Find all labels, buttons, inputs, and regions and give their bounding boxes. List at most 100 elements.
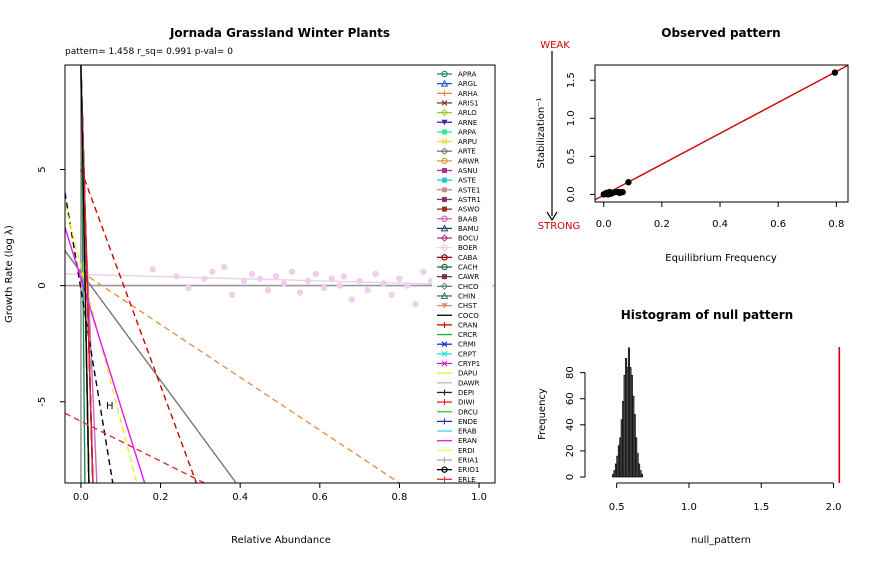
legend-marker-square <box>442 187 447 193</box>
legend-label: ARHA <box>458 90 478 98</box>
legend-item-argl: ARGL <box>437 79 477 88</box>
legend-label: CAWR <box>458 273 479 281</box>
legend-label: CHCO <box>458 283 479 291</box>
x-tick-label: 0.5 <box>609 502 625 513</box>
y-tick-label: 60 <box>565 392 576 405</box>
boer-point <box>248 270 256 278</box>
legend-label: ERIA1 <box>458 457 479 465</box>
y-tick-label: 40 <box>565 418 576 431</box>
y-tick-label: 20 <box>565 445 576 458</box>
boer-point <box>221 263 228 271</box>
panel2-x-label: Equilibrium Frequency <box>665 253 777 264</box>
legend-item-erio1: ERIO1 <box>437 466 479 474</box>
legend-marker-triangle-down <box>441 119 448 126</box>
observed-point <box>625 179 632 186</box>
panel-null-histogram: Histogram of null pattern Frequency 0.5 1… <box>537 308 841 546</box>
legend-label: CHST <box>458 302 478 310</box>
boer-point <box>280 280 288 287</box>
legend-item-dapu: DAPU <box>437 370 477 378</box>
weak-label: WEAK <box>540 40 570 51</box>
boer-point <box>412 300 419 308</box>
x-tick-label: 1.0 <box>471 492 487 503</box>
legend-item-arwr: ARWR <box>437 157 479 165</box>
legend-item-coco: COCO <box>437 312 479 320</box>
panel3-axes: 0.5 1.0 1.5 2.0 0 20 40 60 80 <box>565 366 841 513</box>
legend-label: DEPI <box>458 389 474 397</box>
legend-marker-circle <box>441 244 448 251</box>
boer-point <box>229 291 236 299</box>
observed-point <box>619 188 626 196</box>
legend-label: ARPA <box>458 128 476 136</box>
legend-label: CRCR <box>458 331 477 339</box>
boer-point <box>320 284 327 292</box>
legend-marker-circle <box>441 157 448 165</box>
boer-point <box>312 270 320 278</box>
panel1-y-label: Growth Rate (log λ) <box>4 225 15 323</box>
legend-label: BAAB <box>458 215 478 223</box>
legend-marker-diamond <box>440 282 449 291</box>
legend-item-baab: BAAB <box>437 215 478 223</box>
panel2-title: Observed pattern <box>661 26 780 40</box>
legend-item-eria1: ERIA1 <box>437 457 479 465</box>
panel1-subtitle: pattern= 1.458 r_sq= 0.991 p-val= 0 <box>65 47 233 57</box>
legend-label: ARIS1 <box>458 99 479 107</box>
legend-marker-circle <box>441 254 448 261</box>
panel2-axes: 0.0 0.2 0.4 0.6 0.8 0.0 0.5 1.0 1.5 <box>566 72 844 230</box>
legend-marker-triangle <box>440 79 449 87</box>
legend-label: CHIN <box>458 292 475 300</box>
legend-item-crpt: CRPT <box>437 350 477 358</box>
panel2-plot-area <box>595 65 848 201</box>
x-tick-label: 0.8 <box>828 219 844 230</box>
legend-label: ERIO1 <box>458 466 479 474</box>
panel-observed-pattern: Observed pattern WEAK STRONG Stabilizati… <box>536 26 849 264</box>
legend-label: COCO <box>458 312 479 320</box>
legend-item-erab: ERAB <box>437 428 477 436</box>
legend-item-caba: CABA <box>437 254 477 262</box>
legend-marker-cross <box>441 350 448 357</box>
panel3-title: Histogram of null pattern <box>621 308 793 322</box>
legend-item-cryp1: CRYP1 <box>437 360 480 368</box>
x-tick-label: 0.2 <box>153 492 169 503</box>
boer-point <box>264 287 272 294</box>
y-tick-label: 1.0 <box>566 110 577 126</box>
y-tick-label: 0.5 <box>566 148 577 164</box>
x-tick-label: 0.2 <box>654 219 670 230</box>
legend-label: ERAN <box>458 437 477 445</box>
legend-label: APRA <box>458 71 477 79</box>
legend-label: ARNE <box>458 119 477 127</box>
panel1-annotation: H <box>106 401 114 412</box>
legend-item-erle: ERLE <box>437 476 476 484</box>
legend-label: BOCU <box>458 235 478 243</box>
legend-label: ARPU <box>458 138 477 146</box>
series-line-erle <box>65 412 205 483</box>
legend-item-ende: ENDE <box>437 418 477 426</box>
boer-point <box>404 282 411 289</box>
panel1-title: Jornada Grassland Winter Plants <box>169 26 390 40</box>
legend-item-bocu: BOCU <box>437 234 478 243</box>
legend-item-cach: CACH <box>437 264 478 272</box>
panel1-axes: 0.0 0.2 0.4 0.6 0.8 1.0 -5 0 5 <box>37 166 487 503</box>
panel3-x-label: null_pattern <box>691 535 751 546</box>
boer-point <box>149 266 156 273</box>
x-tick-label: 2.0 <box>826 502 842 513</box>
boer-point <box>288 268 296 275</box>
legend-marker-circle <box>441 70 448 78</box>
boer-point <box>296 289 304 296</box>
boer-point <box>372 270 379 278</box>
legend-marker-diamond <box>440 147 449 155</box>
legend-label: CABA <box>458 254 477 262</box>
series-line-erio1 <box>80 65 90 483</box>
legend-item-arha: ARHA <box>437 90 478 98</box>
legend-marker-circle <box>441 466 448 473</box>
legend-item-arlo: ARLO <box>437 108 477 117</box>
x-tick-label: 0.0 <box>73 492 89 503</box>
y-tick-label: 80 <box>565 366 576 379</box>
legend-label: ARGL <box>458 80 477 88</box>
legend-label: BAMU <box>458 225 479 233</box>
legend-label: DRCU <box>458 408 478 416</box>
legend-item-aris1: ARIS1 <box>437 99 479 107</box>
legend-label: ENDE <box>458 418 477 426</box>
legend-marker-square <box>442 177 447 183</box>
legend-item-arpa: ARPA <box>437 128 476 136</box>
boer-point <box>336 282 343 289</box>
